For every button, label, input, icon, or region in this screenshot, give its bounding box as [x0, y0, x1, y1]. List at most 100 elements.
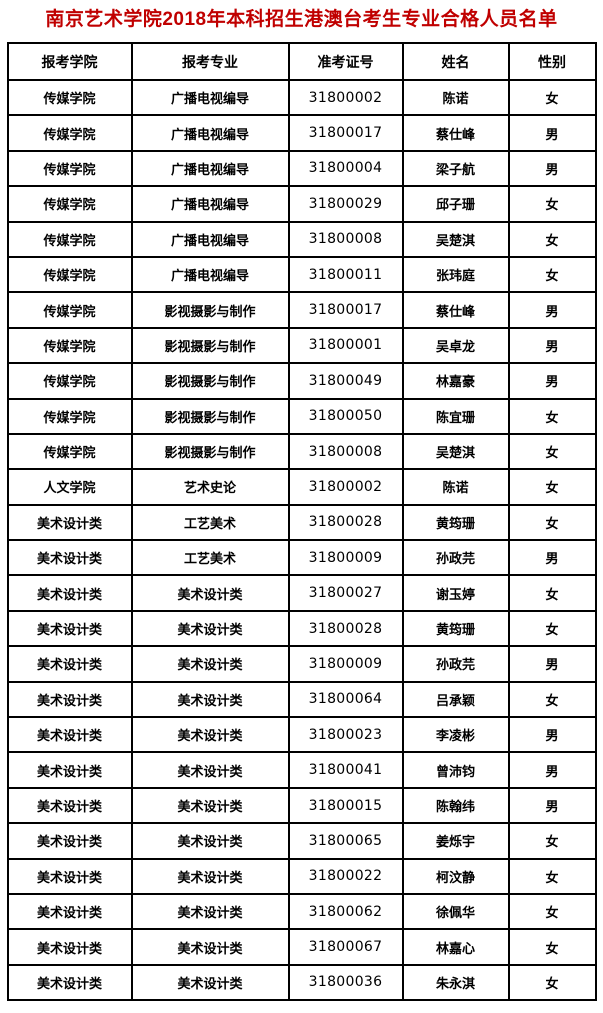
cell-ticket-number: 31800028: [287, 609, 404, 648]
cell-major: 美术设计类: [130, 751, 290, 789]
cell-gender: 女: [507, 185, 597, 223]
cell-college: 美术设计类: [6, 645, 133, 683]
cell-gender: 男: [507, 326, 597, 365]
cell-major: 影视摄影与制作: [130, 397, 290, 435]
cell-major: 影视摄影与制作: [130, 432, 290, 471]
cell-gender: 女: [507, 432, 597, 471]
cell-ticket-number: 31800009: [287, 645, 404, 683]
cell-name: 林嘉豪: [401, 362, 510, 400]
cell-major: 影视摄影与制作: [130, 291, 290, 329]
cell-college: 传媒学院: [6, 432, 133, 471]
cell-major: 广播电视编导: [130, 149, 290, 188]
cell-major: 艺术史论: [130, 468, 290, 506]
cell-name: 谢玉婷: [401, 574, 510, 612]
cell-major: 美术设计类: [130, 857, 290, 895]
table-row: 美术设计类 美术设计类 31800028 黄筠珊女: [6, 609, 597, 648]
cell-ticket-number: 31800028: [287, 503, 404, 542]
cell-college: 传媒学院: [6, 397, 133, 435]
table-row: 美术设计类 美术设计类 31800062 徐佩华女: [6, 892, 597, 931]
cell-gender: 女: [507, 928, 597, 966]
cell-college: 美术设计类: [6, 574, 133, 612]
cell-ticket-number: 31800011: [287, 255, 404, 294]
cell-college: 美术设计类: [6, 928, 133, 966]
table-row: 传媒学院 影视摄影与制作 31800050 陈宜珊女: [6, 397, 597, 435]
cell-major: 工艺美术: [130, 539, 290, 577]
cell-major: 美术设计类: [130, 716, 290, 754]
cell-name: 吴楚淇: [401, 220, 510, 258]
cell-major: 工艺美术: [130, 503, 290, 542]
cell-name: 朱永淇: [401, 963, 510, 1002]
cell-gender: 女: [507, 397, 597, 435]
cell-gender: 女: [507, 609, 597, 648]
cell-name: 陈翰纬: [401, 786, 510, 825]
table-row: 传媒学院 影视摄影与制作 31800001 吴卓龙男: [6, 326, 597, 365]
cell-ticket-number: 31800001: [287, 326, 404, 365]
cell-major: 美术设计类: [130, 609, 290, 648]
cell-ticket-number: 31800017: [287, 114, 404, 152]
table-row: 传媒学院 广播电视编导 31800011 张玮庭女: [6, 255, 597, 294]
cell-name: 吴卓龙: [401, 326, 510, 365]
cell-name: 黄筠珊: [401, 503, 510, 542]
cell-ticket-number: 31800008: [287, 432, 404, 471]
cell-ticket-number: 31800022: [287, 857, 404, 895]
table-row: 美术设计类 美术设计类 31800067 林嘉心女: [6, 928, 597, 966]
cell-college: 美术设计类: [6, 503, 133, 542]
cell-name: 曾沛钧: [401, 751, 510, 789]
cell-college: 美术设计类: [6, 892, 133, 931]
cell-college: 传媒学院: [6, 78, 133, 117]
cell-major: 美术设计类: [130, 680, 290, 719]
cell-name: 邱子珊: [401, 185, 510, 223]
cell-college: 美术设计类: [6, 751, 133, 789]
table-row: 美术设计类 美术设计类 31800064 吕承颖女: [6, 680, 597, 719]
cell-college: 美术设计类: [6, 822, 133, 860]
cell-major: 美术设计类: [130, 786, 290, 825]
cell-gender: 女: [507, 574, 597, 612]
cell-ticket-number: 31800002: [287, 468, 404, 506]
table-body: 传媒学院 广播电视编导 31800002 陈诺女传媒学院 广播电视编导 31800017 蔡…: [6, 78, 597, 1002]
cell-name: 蔡仕峰: [401, 291, 510, 329]
cell-college: 传媒学院: [6, 114, 133, 152]
cell-college: 美术设计类: [6, 609, 133, 648]
cell-college: 传媒学院: [6, 220, 133, 258]
cell-college: 美术设计类: [6, 539, 133, 577]
cell-gender: 女: [507, 963, 597, 1002]
cell-gender: 男: [507, 362, 597, 400]
cell-college: 美术设计类: [6, 680, 133, 719]
cell-ticket-number: 31800029: [287, 185, 404, 223]
cell-gender: 女: [507, 857, 597, 895]
column-header-gender: 性别: [507, 42, 597, 81]
cell-major: 广播电视编导: [130, 255, 290, 294]
table-header-row: 报考学院 报考专业 准考证号 姓名 性别: [6, 42, 597, 81]
page-title: 南京艺术学院2018年本科招生港澳台考生专业合格人员名单: [45, 9, 558, 30]
cell-ticket-number: 31800050: [287, 397, 404, 435]
cell-name: 陈宜珊: [401, 397, 510, 435]
table-row: 美术设计类 美术设计类 31800015 陈翰纬男: [6, 786, 597, 825]
cell-college: 传媒学院: [6, 149, 133, 188]
cell-name: 蔡仕峰: [401, 114, 510, 152]
cell-major: 影视摄影与制作: [130, 362, 290, 400]
cell-name: 陈诺: [401, 468, 510, 506]
table-row: 传媒学院 影视摄影与制作 31800008 吴楚淇女: [6, 432, 597, 471]
cell-gender: 男: [507, 716, 597, 754]
table-row: 美术设计类 美术设计类 31800023 李凌彬男: [6, 716, 597, 754]
cell-gender: 女: [507, 220, 597, 258]
cell-ticket-number: 31800002: [287, 78, 404, 117]
column-header-name: 姓名: [401, 42, 510, 81]
cell-college: 传媒学院: [6, 291, 133, 329]
cell-name: 李凌彬: [401, 716, 510, 754]
cell-gender: 女: [507, 680, 597, 719]
cell-gender: 男: [507, 786, 597, 825]
cell-college: 美术设计类: [6, 716, 133, 754]
cell-ticket-number: 31800067: [287, 928, 404, 966]
cell-college: 人文学院: [6, 468, 133, 506]
cell-gender: 女: [507, 78, 597, 117]
table-row: 美术设计类 美术设计类 31800027 谢玉婷女: [6, 574, 597, 612]
cell-name: 黄筠珊: [401, 609, 510, 648]
cell-name: 张玮庭: [401, 255, 510, 294]
table-row: 美术设计类 美术设计类 31800036 朱永淇女: [6, 963, 597, 1002]
cell-ticket-number: 31800015: [287, 786, 404, 825]
cell-name: 徐佩华: [401, 892, 510, 931]
cell-major: 美术设计类: [130, 892, 290, 931]
cell-major: 广播电视编导: [130, 114, 290, 152]
